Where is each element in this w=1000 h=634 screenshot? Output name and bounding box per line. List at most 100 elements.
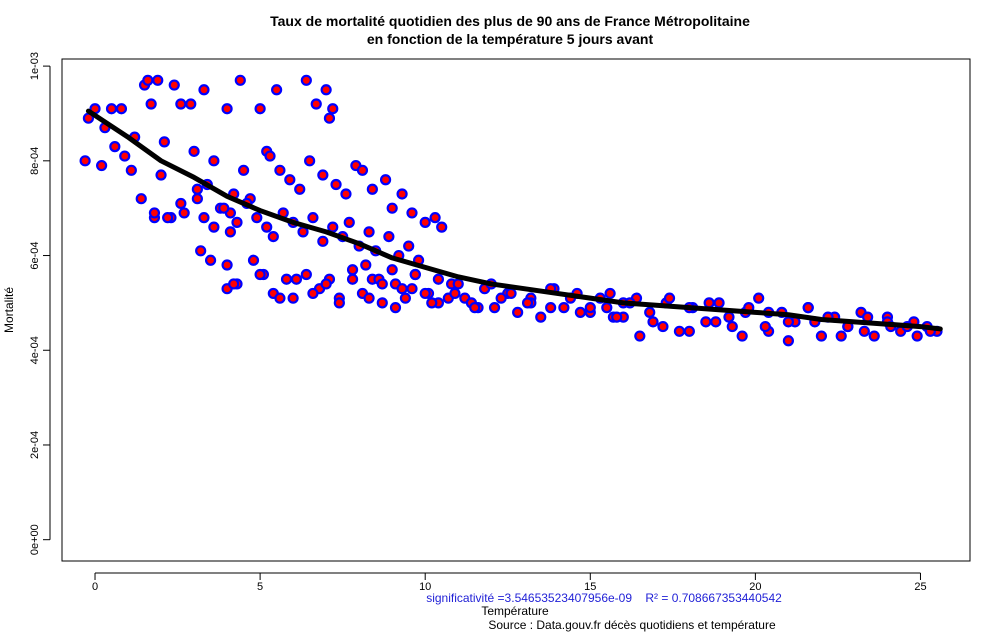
data-point <box>360 259 372 271</box>
data-point <box>327 221 339 233</box>
data-point <box>320 84 332 96</box>
x-tick-label: 10 <box>419 581 431 593</box>
x-tick-label: 25 <box>914 581 926 593</box>
data-point <box>280 273 293 285</box>
data-point <box>175 98 187 110</box>
data-point <box>204 254 217 266</box>
data-point <box>218 202 230 214</box>
data-point <box>96 159 108 172</box>
data-point <box>379 174 392 186</box>
source-annotation: Source : Data.gouv.fr décès quotidiens e… <box>488 618 776 632</box>
data-point <box>234 74 246 86</box>
data-point <box>343 216 355 228</box>
data-point <box>238 164 250 176</box>
data-point <box>148 207 161 219</box>
data-point <box>307 212 319 224</box>
data-point <box>79 155 91 167</box>
data-point <box>432 273 445 285</box>
data-point <box>644 306 656 318</box>
x-tick-label: 0 <box>92 581 98 593</box>
data-point <box>310 98 322 110</box>
plot-frame <box>61 58 971 562</box>
significance-annotation: significativité =3.54653523407956e-09 R²… <box>426 591 782 605</box>
data-point <box>221 259 233 271</box>
data-point <box>406 283 418 295</box>
data-point <box>858 325 870 337</box>
data-point <box>221 103 233 115</box>
data-point <box>254 103 266 115</box>
data-point <box>505 287 517 300</box>
data-point <box>340 188 352 200</box>
data-point <box>383 230 395 243</box>
data-point <box>673 325 686 337</box>
y-axis-label: Mortalité <box>2 287 16 333</box>
data-point <box>135 193 147 205</box>
data-point <box>198 212 210 224</box>
chart-subtitle: en fonction de la température 5 jours av… <box>367 31 654 47</box>
y-tick-label: 0e+00 <box>29 524 41 555</box>
data-point <box>409 268 421 281</box>
data-point <box>386 264 398 276</box>
data-point <box>604 287 616 300</box>
data-point <box>267 230 279 243</box>
data-point <box>363 226 375 238</box>
data-points <box>79 74 943 347</box>
data-point <box>611 311 623 323</box>
data-point <box>700 316 712 328</box>
data-point <box>389 302 402 314</box>
data-point <box>782 335 795 347</box>
data-point <box>469 302 481 314</box>
data-point <box>386 202 398 214</box>
x-tick-label: 15 <box>584 581 596 593</box>
data-point <box>254 268 266 281</box>
data-point <box>294 183 306 195</box>
data-point <box>346 273 359 285</box>
data-point <box>419 216 431 228</box>
data-point <box>317 235 329 247</box>
data-point <box>574 306 586 318</box>
data-point <box>426 297 438 309</box>
data-point <box>247 254 260 266</box>
data-point <box>333 297 345 309</box>
data-point <box>290 273 303 285</box>
data-point <box>300 268 312 281</box>
data-point <box>545 302 557 314</box>
data-point <box>330 178 342 191</box>
trend-line <box>85 108 943 332</box>
data-point <box>403 240 415 252</box>
data-point <box>835 330 847 342</box>
data-point <box>178 207 190 219</box>
data-point <box>228 278 240 290</box>
data-point <box>109 141 121 153</box>
data-point <box>264 150 276 162</box>
data-point <box>726 320 738 333</box>
data-point <box>119 150 131 162</box>
data-point <box>185 98 197 110</box>
data-point <box>327 103 339 115</box>
data-point <box>125 164 137 176</box>
data-point <box>224 226 236 238</box>
data-point <box>419 287 431 300</box>
data-point <box>188 145 200 157</box>
data-point <box>231 216 243 228</box>
data-point <box>815 330 828 342</box>
data-point <box>429 212 441 224</box>
chart-title: Taux de mortalité quotidien des plus de … <box>270 13 750 29</box>
data-point <box>710 316 722 328</box>
data-point <box>753 292 765 304</box>
x-tick-label: 5 <box>257 581 263 593</box>
data-point <box>657 320 669 333</box>
data-point <box>558 302 570 314</box>
data-point <box>406 207 418 219</box>
data-point <box>782 316 795 328</box>
data-point <box>168 79 180 91</box>
data-point <box>317 169 329 181</box>
data-point <box>488 302 501 314</box>
data-point <box>911 330 923 342</box>
data-point <box>736 330 748 342</box>
data-point <box>683 325 695 337</box>
data-point <box>647 316 659 328</box>
data-point <box>300 74 312 86</box>
y-tick-label: 6e-04 <box>29 241 41 269</box>
